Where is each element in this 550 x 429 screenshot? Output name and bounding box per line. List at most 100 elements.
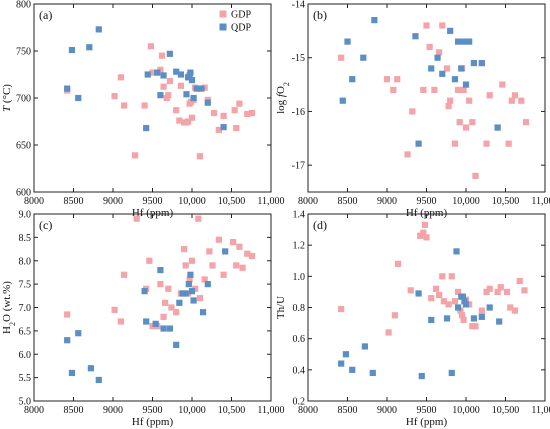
data-point-QDP bbox=[152, 320, 159, 327]
data-point-GDP bbox=[165, 285, 172, 292]
data-point-GDP bbox=[483, 288, 490, 296]
data-point-GDP bbox=[483, 140, 490, 147]
data-point-QDP bbox=[494, 124, 501, 131]
data-point-GDP bbox=[443, 65, 451, 72]
data-point-GDP bbox=[394, 76, 401, 83]
x-tick-label: 10,500 bbox=[492, 196, 520, 207]
data-point-QDP bbox=[428, 65, 435, 72]
data-point-GDP bbox=[149, 323, 156, 330]
y-tick-label: 1.2 bbox=[293, 241, 306, 252]
data-point-QDP bbox=[466, 38, 473, 45]
data-point-QDP bbox=[187, 271, 194, 278]
data-point-GDP bbox=[160, 313, 167, 320]
data-point-QDP bbox=[459, 293, 466, 300]
data-point-QDP bbox=[160, 325, 167, 332]
data-point-GDP bbox=[439, 273, 446, 280]
data-point-GDP bbox=[522, 119, 530, 126]
data-point-GDP bbox=[486, 285, 493, 292]
y-tick-label: 9.0 bbox=[19, 210, 32, 221]
data-point-GDP bbox=[186, 276, 193, 283]
y-axis-label: log fO2 bbox=[275, 82, 291, 114]
data-point-GDP bbox=[188, 257, 196, 264]
data-point-GDP bbox=[147, 43, 155, 50]
y-tick-label: 750 bbox=[16, 47, 31, 58]
data-point-QDP bbox=[190, 297, 197, 304]
x-tick-label: 10,500 bbox=[218, 405, 246, 416]
y-tick-label: 0.2 bbox=[293, 397, 306, 408]
data-point-QDP bbox=[461, 298, 468, 305]
data-point-QDP bbox=[144, 71, 151, 78]
series-GDP bbox=[338, 22, 530, 179]
data-point-QDP bbox=[470, 59, 477, 67]
y-tick-label: -16 bbox=[292, 107, 305, 118]
data-point-GDP bbox=[176, 117, 183, 124]
data-point-GDP bbox=[206, 248, 213, 255]
data-point-GDP bbox=[499, 81, 506, 88]
data-point-GDP bbox=[117, 74, 124, 81]
data-point-GDP bbox=[209, 262, 216, 269]
data-point-GDP bbox=[503, 288, 511, 296]
panel-label: (a) bbox=[39, 8, 52, 22]
data-point-QDP bbox=[166, 325, 173, 332]
data-point-GDP bbox=[448, 273, 455, 280]
data-point-QDP bbox=[460, 38, 467, 45]
panel-b: 8000 8500 9000 9500 10,000 10,500 11,000 -17 -16… bbox=[275, 0, 550, 219]
data-point-QDP bbox=[462, 301, 470, 308]
data-point-GDP bbox=[445, 301, 452, 308]
y-tick-label: 8.5 bbox=[19, 233, 32, 244]
data-point-GDP bbox=[117, 318, 124, 325]
data-point-GDP bbox=[505, 140, 512, 147]
data-point-QDP bbox=[190, 94, 197, 102]
y-tick-label: -15 bbox=[292, 53, 305, 64]
data-point-GDP bbox=[244, 110, 251, 118]
data-point-QDP bbox=[75, 94, 82, 102]
data-point-GDP bbox=[338, 305, 345, 313]
data-point-GDP bbox=[195, 215, 202, 222]
data-point-GDP bbox=[404, 151, 411, 158]
data-point-GDP bbox=[451, 298, 459, 305]
data-point-GDP bbox=[458, 312, 466, 319]
data-point-GDP bbox=[220, 112, 227, 119]
data-point-GDP bbox=[494, 288, 501, 296]
data-point-GDP bbox=[133, 215, 140, 222]
x-tick-label: 9000 bbox=[377, 196, 397, 207]
data-point-QDP bbox=[439, 70, 446, 77]
data-point-GDP bbox=[431, 86, 438, 94]
data-point-QDP bbox=[75, 330, 82, 337]
data-point-GDP bbox=[407, 287, 414, 294]
data-point-GDP bbox=[462, 124, 470, 131]
data-point-GDP bbox=[440, 298, 447, 305]
data-point-GDP bbox=[181, 245, 188, 253]
data-point-GDP bbox=[456, 119, 463, 126]
data-point-GDP bbox=[391, 312, 398, 319]
data-point-GDP bbox=[432, 285, 440, 292]
data-point-QDP bbox=[455, 304, 462, 311]
data-point-GDP bbox=[120, 271, 128, 278]
data-point-GDP bbox=[472, 172, 479, 179]
data-point-GDP bbox=[439, 22, 446, 29]
data-point-GDP bbox=[472, 323, 479, 330]
x-tick-label: 10,000 bbox=[452, 196, 480, 207]
legend-marker-GDP bbox=[219, 10, 227, 18]
data-point-QDP bbox=[141, 288, 148, 295]
data-point-GDP bbox=[385, 329, 392, 336]
y-tick-label: 650 bbox=[16, 141, 31, 152]
data-point-GDP bbox=[233, 262, 240, 269]
data-point-QDP bbox=[478, 59, 485, 67]
data-point-GDP bbox=[120, 102, 128, 109]
data-point-QDP bbox=[68, 369, 76, 377]
data-point-GDP bbox=[518, 97, 525, 104]
data-point-GDP bbox=[239, 264, 246, 271]
data-point-GDP bbox=[428, 295, 435, 302]
data-point-GDP bbox=[383, 76, 391, 83]
data-point-QDP bbox=[344, 38, 351, 45]
data-point-QDP bbox=[415, 290, 422, 297]
data-point-QDP bbox=[64, 85, 71, 92]
data-point-QDP bbox=[86, 44, 93, 51]
y-tick-label: 0.4 bbox=[293, 365, 306, 376]
data-point-GDP bbox=[188, 114, 196, 121]
x-tick-label: 9500 bbox=[417, 405, 437, 416]
data-point-QDP bbox=[486, 304, 493, 311]
y-tick-label: 700 bbox=[16, 94, 31, 105]
data-point-GDP bbox=[229, 238, 237, 246]
